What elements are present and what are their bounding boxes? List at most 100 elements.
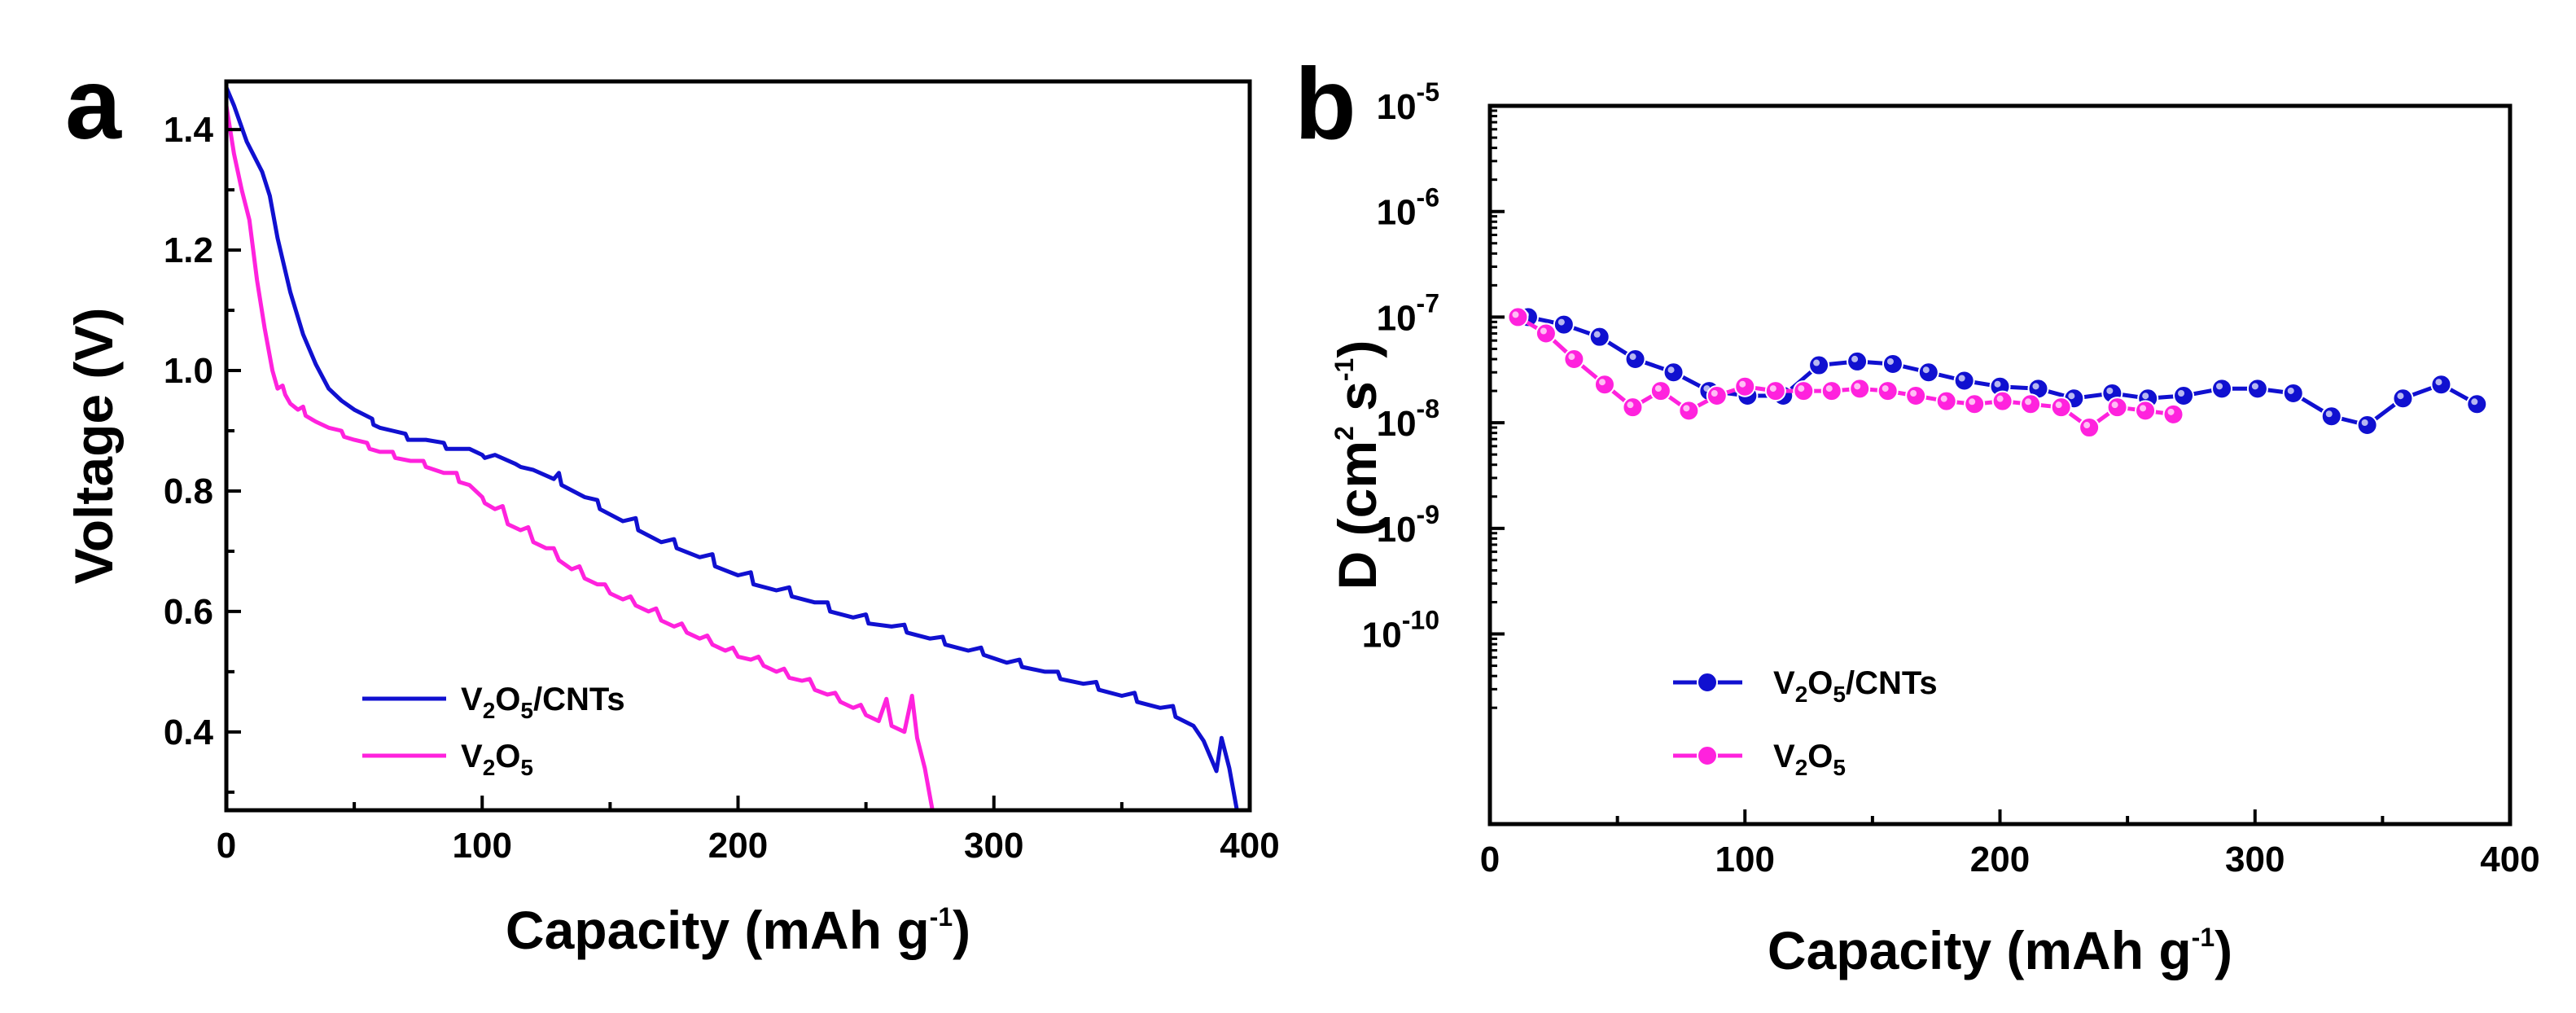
data-point-v2o5	[1563, 349, 1585, 371]
data-point-highlight	[2140, 405, 2147, 412]
data-point-highlight	[1667, 366, 1675, 374]
data-point-highlight	[1769, 385, 1776, 392]
data-point-highlight	[1629, 353, 1636, 361]
data-point-highlight	[1568, 353, 1575, 361]
data-point-v2o5-cnts	[1882, 353, 1904, 375]
data-point-highlight	[1958, 375, 1965, 382]
data-point-v2o5-cnts	[1553, 314, 1575, 335]
panel-b: b 0 100 200 300 400 10-10 10-9 10-8 10-7 10-6 10-5 C…	[1295, 48, 2540, 980]
data-point-v2o5	[1877, 380, 1899, 402]
series-line-v2o5	[1517, 315, 2174, 430]
data-point-v2o5	[1507, 306, 1529, 328]
y-tick-label: 10-7	[1377, 288, 1439, 338]
y-tick-label: 10-9	[1377, 500, 1439, 550]
data-point-v2o5	[1622, 397, 1644, 419]
data-point-v2o5-cnts	[1663, 362, 1684, 384]
data-point-v2o5-cnts	[1953, 370, 1975, 392]
data-point-v2o5	[1849, 378, 1871, 400]
legend-item-v2o5: V2O5	[1773, 739, 1846, 780]
data-point-highlight	[1627, 401, 1634, 409]
y-tick-label: 0.8	[164, 471, 213, 511]
panel-letter-b: b	[1295, 48, 1356, 160]
data-point-highlight	[1922, 366, 1930, 374]
data-point-v2o5-cnts	[1847, 350, 1868, 372]
x-tick-label: 400	[2480, 840, 2539, 879]
data-point-highlight	[2025, 398, 2032, 406]
x-tick-label: 200	[1970, 840, 2030, 879]
y-tick-label: 10-5	[1377, 77, 1439, 127]
plot-frame-a	[224, 79, 1252, 813]
data-point-v2o5	[1706, 385, 1728, 407]
legend-item-v2o5: V2O5	[461, 739, 533, 780]
panel-letter-a: a	[65, 48, 122, 160]
data-point-highlight	[2435, 379, 2442, 386]
data-point-highlight	[1540, 327, 1547, 335]
data-point-highlight	[2471, 398, 2478, 406]
data-point-v2o5-cnts	[1624, 349, 1646, 371]
data-point-v2o5	[1820, 380, 1842, 402]
data-point-v2o5	[1678, 400, 1700, 422]
data-point-highlight	[1994, 380, 2001, 388]
y-tick-label: 10-6	[1377, 183, 1439, 233]
legend-marker	[1697, 745, 1718, 766]
data-point-v2o5-cnts	[2392, 388, 2414, 410]
x-tick-label: 0	[1480, 840, 1500, 879]
data-point-highlight	[1854, 383, 1861, 390]
data-point-v2o5-cnts	[2430, 374, 2452, 396]
x-tick-label: 300	[964, 826, 1023, 866]
data-point-highlight	[1996, 395, 2004, 402]
y-axis-label-a: Voltage (V)	[64, 308, 124, 585]
x-axis-label-a: Capacity (mAh g-1)	[506, 900, 970, 960]
data-point-v2o5-cnts	[2466, 393, 2488, 415]
data-point-highlight	[2167, 408, 2175, 415]
data-point-highlight	[1711, 390, 1718, 397]
data-point-v2o5-cnts	[2211, 378, 2233, 400]
legend-marker	[1697, 672, 1718, 693]
data-point-highlight	[2055, 401, 2062, 409]
plot-frame-b	[1487, 103, 2512, 827]
y-axis-label-b: D (cm2 s-1)	[1327, 340, 1387, 590]
data-point-v2o5-cnts	[2320, 406, 2342, 428]
data-point-v2o5	[1991, 390, 2013, 412]
data-point-highlight	[2251, 383, 2258, 390]
data-point-highlight	[1910, 390, 1917, 397]
data-point-highlight	[1598, 379, 1606, 386]
data-point-v2o5	[2079, 417, 2101, 439]
data-point-highlight	[1940, 395, 1947, 402]
y-tick-label: 1.0	[164, 351, 213, 391]
data-point-v2o5	[1964, 393, 1986, 415]
data-point-highlight	[1739, 380, 1746, 388]
x-tick-label: 0	[217, 826, 236, 866]
x-tick-label: 100	[1715, 840, 1775, 879]
data-point-v2o5	[2020, 393, 2042, 415]
data-point-v2o5	[1793, 380, 1815, 402]
y-tick-label: 1.2	[164, 230, 213, 270]
y-tick-label: 10-8	[1377, 394, 1439, 444]
data-point-highlight	[1825, 385, 1833, 392]
x-tick-label: 400	[1220, 826, 1279, 866]
data-point-v2o5-cnts	[1588, 326, 1610, 348]
data-point-highlight	[1654, 385, 1662, 392]
series-line-v2o5-cnts	[224, 86, 1239, 811]
data-point-highlight	[1969, 398, 1976, 406]
x-tick-label: 100	[453, 826, 512, 866]
data-point-highlight	[2068, 392, 2075, 400]
data-point-v2o5-cnts	[1917, 362, 1939, 384]
data-point-v2o5-cnts	[2246, 378, 2268, 400]
data-point-highlight	[2032, 383, 2039, 390]
data-point-highlight	[2325, 410, 2333, 418]
x-tick-label: 200	[708, 826, 768, 866]
y-tick-label: 0.4	[164, 713, 214, 752]
data-point-highlight	[2142, 392, 2149, 400]
data-point-highlight	[2397, 392, 2404, 400]
data-point-v2o5	[1764, 380, 1786, 402]
data-point-highlight	[2106, 387, 2114, 394]
legend-item-v2o5-cnts: V2O5/CNTs	[1773, 665, 1938, 707]
data-point-v2o5	[1935, 390, 1957, 412]
panel-a: a 0 100 200 300 400 0.4 0.6 0.8 1.0 1.2 1.4 Capacity…	[64, 48, 1280, 960]
data-point-highlight	[1813, 359, 1820, 366]
x-axis-label-b: Capacity (mAh g-1)	[1768, 920, 2232, 980]
data-point-v2o5	[2050, 397, 2072, 419]
series-line-v2o5	[224, 105, 935, 811]
